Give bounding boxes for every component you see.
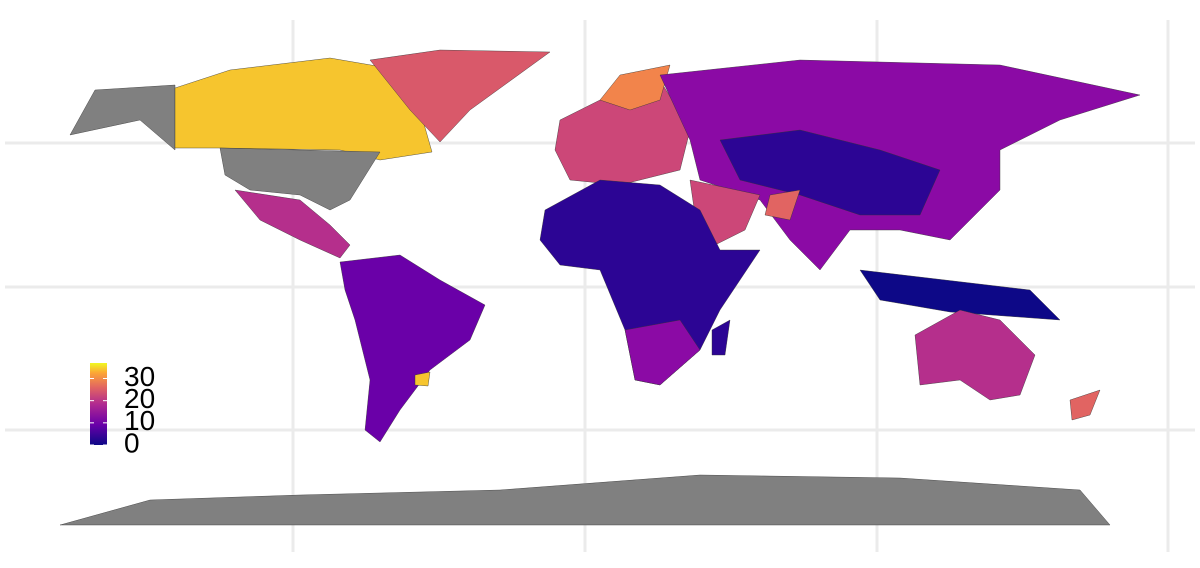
colorbar-label: 0 (124, 427, 140, 458)
countries (59, 49, 1141, 526)
colorbar-label: 10 (124, 405, 155, 436)
colorbar-label: 20 (124, 383, 155, 414)
colorbar-label: 30 (124, 361, 155, 392)
colorbar (90, 363, 107, 445)
